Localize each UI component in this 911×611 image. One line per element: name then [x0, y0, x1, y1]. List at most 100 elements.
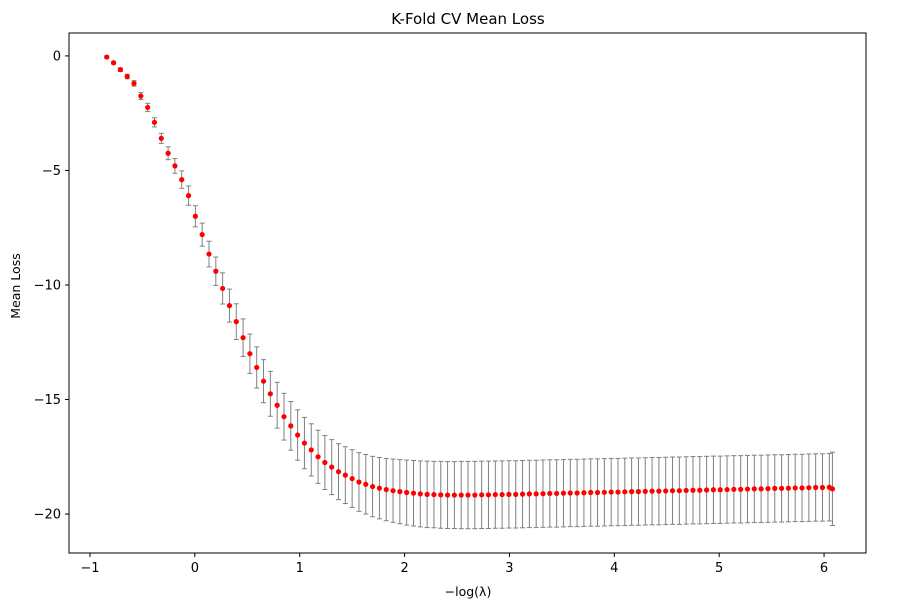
data-point — [567, 490, 573, 496]
x-tick-label: 4 — [610, 561, 618, 576]
data-point — [356, 479, 362, 485]
data-point — [629, 489, 635, 495]
data-point — [288, 423, 294, 429]
y-axis-label: Mean Loss — [8, 253, 23, 318]
data-point — [220, 285, 226, 292]
data-point — [642, 488, 648, 494]
data-point — [104, 54, 110, 60]
data-point — [731, 486, 737, 492]
data-point — [179, 177, 185, 183]
data-point — [165, 150, 171, 156]
data-point — [458, 492, 464, 498]
data-point — [806, 485, 812, 491]
x-axis-ticks: −1 0 1 2 3 4 5 6 — [80, 553, 828, 576]
data-point — [519, 491, 526, 497]
data-point — [342, 472, 348, 478]
data-point — [295, 432, 301, 438]
data-point — [383, 486, 389, 493]
data-point — [185, 193, 192, 199]
data-point — [649, 488, 655, 494]
data-point — [233, 319, 239, 325]
data-point — [751, 486, 757, 492]
data-point — [158, 135, 164, 141]
data-point — [485, 492, 492, 498]
data-point — [581, 490, 587, 496]
data-point — [710, 487, 717, 493]
data-point — [131, 80, 137, 86]
x-tick-label: 5 — [715, 561, 723, 576]
data-point — [724, 486, 730, 493]
data-point — [138, 93, 144, 99]
data-point — [533, 491, 539, 497]
data-point — [656, 488, 662, 494]
data-point — [110, 60, 117, 66]
data-point — [145, 104, 151, 111]
data-point — [540, 491, 546, 497]
data-point — [813, 484, 819, 491]
data-point — [574, 490, 580, 496]
data-point — [322, 459, 328, 466]
point-layer — [104, 54, 836, 498]
data-point — [526, 491, 532, 497]
data-point — [594, 489, 601, 496]
data-point — [206, 251, 212, 257]
data-point — [506, 491, 512, 497]
data-point — [267, 391, 273, 397]
data-point — [192, 213, 198, 219]
plot-area-frame — [68, 32, 867, 554]
data-point — [376, 485, 383, 491]
data-point — [683, 487, 689, 494]
data-point — [499, 491, 505, 498]
data-point — [663, 488, 669, 494]
data-point — [281, 414, 287, 420]
data-point — [615, 489, 621, 495]
data-point — [560, 490, 567, 496]
data-point — [240, 335, 246, 341]
data-point — [438, 492, 444, 498]
data-point — [254, 364, 260, 371]
y-tick-label: −15 — [34, 393, 61, 408]
x-tick-label: 3 — [505, 561, 513, 576]
data-point — [451, 492, 457, 498]
y-axis-ticks: 0 −5 −10 −15 −20 — [34, 49, 69, 523]
y-tick-label: −20 — [34, 508, 61, 523]
data-point — [547, 490, 553, 497]
y-tick-label: 0 — [53, 49, 61, 64]
data-point — [335, 469, 342, 475]
data-point — [226, 302, 233, 309]
x-tick-label: −1 — [80, 561, 99, 576]
data-point — [704, 487, 710, 493]
chart-title: K-Fold CV Mean Loss — [391, 10, 545, 28]
x-tick-label: 2 — [400, 561, 408, 576]
data-point — [744, 486, 751, 492]
data-point — [329, 464, 335, 470]
data-point — [479, 492, 485, 498]
data-point — [124, 73, 130, 80]
data-point — [799, 485, 805, 491]
y-tick-label: −5 — [42, 164, 61, 179]
data-point — [554, 490, 560, 497]
data-point — [717, 487, 723, 493]
data-point — [819, 484, 826, 491]
data-point — [308, 447, 314, 453]
data-point — [349, 475, 355, 482]
x-tick-label: 6 — [820, 561, 828, 576]
data-point — [444, 492, 451, 498]
data-point — [213, 268, 219, 274]
data-point — [785, 485, 791, 491]
data-point — [431, 491, 437, 498]
data-point — [635, 489, 642, 495]
data-point — [274, 402, 280, 408]
data-point — [608, 489, 614, 495]
data-point — [758, 486, 764, 492]
data-point — [301, 440, 308, 446]
data-point — [390, 488, 396, 494]
data-point — [622, 489, 628, 495]
data-point — [172, 163, 178, 169]
data-point — [738, 486, 744, 492]
data-point — [601, 489, 607, 495]
data-point — [417, 491, 423, 497]
data-point — [588, 489, 594, 496]
